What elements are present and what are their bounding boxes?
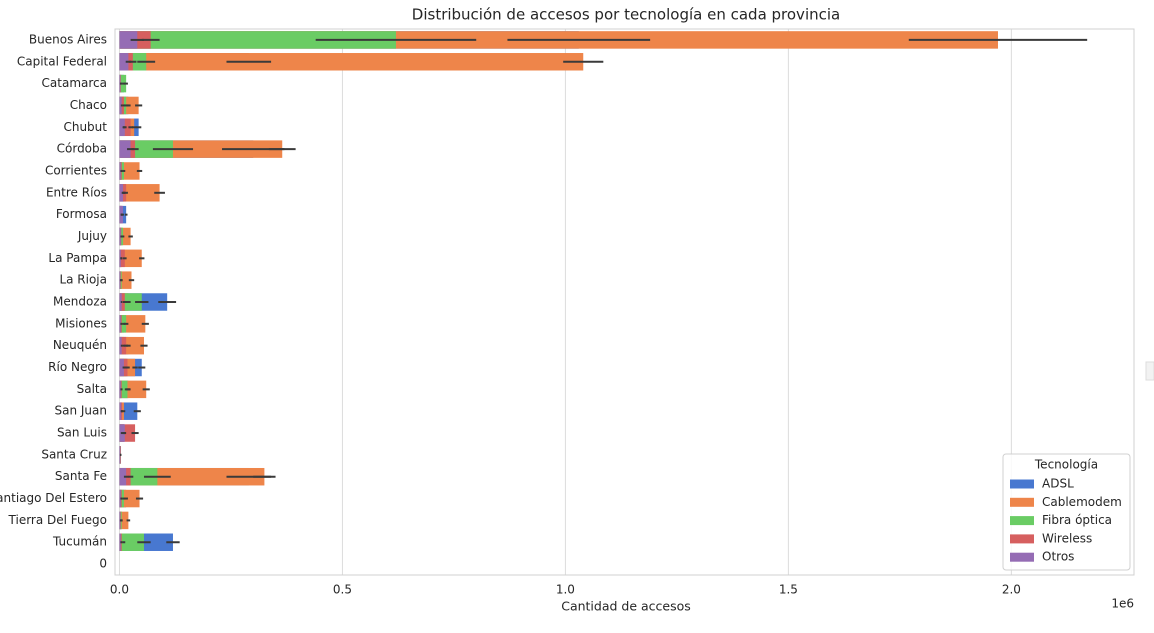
bar [119, 380, 121, 399]
bar [119, 533, 121, 551]
bar [119, 467, 127, 486]
bar [119, 184, 160, 202]
bar [119, 31, 396, 49]
y-tick-label: Río Negro [48, 360, 107, 374]
plot-frame [114, 28, 1135, 576]
y-tick-label: Buenos Aires [29, 32, 107, 46]
legend-swatch [1010, 534, 1034, 544]
bar [119, 402, 122, 420]
legend-label: Wireless [1042, 531, 1092, 545]
y-tick-label: Catamarca [42, 76, 107, 90]
legend-swatch [1010, 552, 1034, 562]
x-tick-label: 1.0 [556, 583, 575, 597]
legend-label: ADSL [1042, 477, 1074, 491]
y-tick-label: La Rioja [59, 273, 107, 287]
legend-swatch [1010, 516, 1034, 526]
bar [119, 533, 144, 551]
bar [119, 249, 142, 268]
y-tick-label: Córdoba [57, 142, 107, 156]
bar [119, 511, 129, 530]
bar [119, 162, 140, 180]
y-tick-label: Santa Cruz [41, 447, 107, 461]
y-tick-label: Tierra Del Fuego [8, 513, 107, 527]
y-tick-label: Neuquén [53, 338, 107, 352]
y-tick-label: Misiones [55, 316, 107, 330]
x-tick-label: 0.0 [110, 583, 129, 597]
bar [119, 315, 121, 333]
x-tick-label: 1.5 [779, 583, 798, 597]
legend-label: Fibra óptica [1042, 513, 1112, 527]
y-tick-label: Tucumán [52, 535, 107, 549]
y-tick-label: Santiago Del Estero [0, 491, 107, 505]
chart-title: Distribución de accesos por tecnología e… [412, 6, 840, 24]
bar [119, 249, 121, 268]
y-tick-label: San Luis [57, 426, 107, 440]
x-axis-label: Cantidad de accesos [561, 599, 691, 614]
bar [119, 489, 121, 508]
bar [119, 118, 125, 137]
legend-title: Tecnología [1034, 458, 1098, 472]
legend-swatch [1010, 479, 1034, 489]
bar [119, 293, 122, 311]
legend: Tecnología ADSL Cablemodem Fibra óptica Wire… [1002, 453, 1131, 571]
x-offset-label: 1e6 [1111, 597, 1134, 611]
y-tick-label: Salta [77, 382, 107, 396]
bar [119, 53, 584, 71]
legend-label: Cablemodem [1042, 495, 1122, 509]
bar [119, 96, 122, 115]
legend-label: Otros [1042, 550, 1074, 564]
y-tick-label: Santa Fe [55, 469, 107, 483]
x-tick-label: 0.5 [333, 583, 352, 597]
y-tick-label: 0 [99, 557, 107, 571]
bar [119, 227, 131, 246]
y-tick-label: Jujuy [77, 229, 107, 243]
bar [119, 31, 138, 49]
y-tick-label: Chaco [70, 98, 107, 112]
y-tick-label: Entre Ríos [46, 185, 107, 199]
legend-box [1002, 453, 1131, 571]
y-tick-label: Formosa [56, 207, 107, 221]
y-tick-label: San Juan [55, 404, 108, 418]
bar [119, 162, 121, 180]
bar [119, 184, 124, 202]
bar [119, 489, 140, 508]
bar [119, 271, 132, 289]
y-tick-label: La Pampa [48, 251, 107, 265]
y-tick-label: Chubut [63, 120, 107, 134]
y-tick-label: Capital Federal [17, 54, 107, 68]
bar [119, 336, 122, 355]
bar [119, 140, 131, 158]
bar [119, 227, 121, 246]
legend-swatch [1010, 497, 1034, 507]
y-tick-label: Mendoza [53, 295, 107, 309]
bar [119, 380, 128, 399]
x-tick-label: 2.0 [1002, 583, 1021, 597]
side-handle [1145, 361, 1154, 381]
bar [119, 358, 124, 377]
bar [119, 53, 129, 71]
y-tick-label: Corrientes [45, 163, 107, 177]
